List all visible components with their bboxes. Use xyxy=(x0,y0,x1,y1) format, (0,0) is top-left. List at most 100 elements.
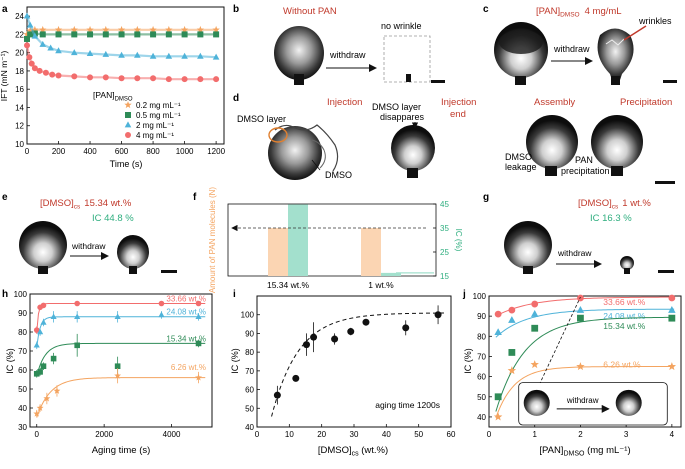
series-line xyxy=(26,28,217,36)
assembly-drop-image xyxy=(526,115,578,176)
series-star xyxy=(23,25,220,38)
y-axis-label: IC (%) xyxy=(230,348,240,374)
scale-bar xyxy=(663,80,677,83)
y-tick-label: 40 xyxy=(245,423,254,432)
data-point xyxy=(33,327,40,333)
y-tick-label: 90 xyxy=(245,329,254,338)
panel-letter: h xyxy=(2,289,8,300)
x-axis-label: Aging time (s) xyxy=(92,445,151,456)
data-point xyxy=(667,362,677,371)
data-point xyxy=(302,341,310,349)
panel-f: f 15.34 wt.% 1 wt.% 15 25 35 45 Amount of PAN … xyxy=(193,187,463,293)
precipitation-drop-image xyxy=(591,115,643,176)
legend-label: 0.2 mg mL⁻¹ xyxy=(136,101,181,110)
injection-drop-image xyxy=(268,124,339,180)
legend-label: 0.5 mg mL⁻¹ xyxy=(136,111,181,120)
fit-curve xyxy=(36,377,206,418)
y-tick-label: 40 xyxy=(18,404,27,413)
data-point xyxy=(531,324,539,332)
y-tick-label: 12 xyxy=(15,122,24,131)
series-line xyxy=(26,32,217,40)
stage-label: Assembly xyxy=(534,97,575,108)
x-tick-label: 2 xyxy=(578,430,583,439)
data-point xyxy=(40,319,47,325)
series-square: 15.34 wt.% xyxy=(494,314,676,412)
data-point xyxy=(577,294,584,302)
fit-curve xyxy=(271,312,445,417)
inset: withdraw xyxy=(518,382,668,426)
fit-curve xyxy=(495,296,675,317)
data-point xyxy=(37,328,44,335)
y-axis-label-left: Amount of PAN molecules (N) xyxy=(208,187,217,293)
data-point xyxy=(195,373,202,381)
label: precipitation xyxy=(561,166,610,176)
data-point xyxy=(40,302,47,309)
data-point xyxy=(50,313,57,320)
series-circle xyxy=(24,42,220,83)
data-point xyxy=(213,31,220,38)
series-label: 15.34 wt.% xyxy=(603,321,645,331)
x-tick-label: 1200 xyxy=(207,147,225,156)
panel-i: i 0 10 20 30 40 50 60 40 50 60 70 80 90 100 IC (%) [DMS… xyxy=(230,289,456,458)
inset-label: withdraw xyxy=(566,396,599,405)
data-point xyxy=(114,313,121,320)
label: DMSO layer xyxy=(372,102,421,112)
y-axis-label: IFT (mN m⁻¹) xyxy=(0,51,9,102)
fit-curve xyxy=(495,366,675,418)
series-square: 15.34 wt.% xyxy=(33,333,206,378)
panel-c-title: [PAN]DMSO 4 mg/mL xyxy=(536,6,622,19)
label: DMSO xyxy=(325,170,352,180)
series-star: 6.26 wt.% xyxy=(493,360,677,421)
bar-ic xyxy=(288,204,308,276)
fit-curve xyxy=(36,303,206,333)
panel-letter: b xyxy=(233,4,239,15)
pointer-line xyxy=(623,25,647,41)
axes-frame xyxy=(227,203,437,277)
x-tick-label: 400 xyxy=(83,147,97,156)
panel-j: j 0 1 2 3 4 40 50 60 70 80 90 100 IC (%) [PAN]DMSO (m… xyxy=(462,289,682,458)
y-tick-label: 45 xyxy=(440,200,449,209)
panel-letter: f xyxy=(193,192,197,203)
y-tick-label: 14 xyxy=(15,103,24,112)
y-tick-label: 80 xyxy=(477,332,486,341)
label: DMSO layer xyxy=(237,114,286,124)
x-tick-label: 200 xyxy=(52,147,66,156)
data-point xyxy=(531,300,539,308)
note-label: wrinkles xyxy=(638,16,672,26)
data-point xyxy=(158,300,165,307)
x-tick-label: 0 xyxy=(25,147,30,156)
y-tick-label: 50 xyxy=(477,393,486,402)
legend-marker xyxy=(124,101,132,109)
y-tick-label: 80 xyxy=(245,348,254,357)
x-tick-label: 0 xyxy=(255,430,260,439)
y-tick-label: 100 xyxy=(14,290,28,299)
series-label: 6.26 wt.% xyxy=(171,363,206,372)
data-point xyxy=(37,369,43,375)
bar-pan-amount xyxy=(268,228,288,276)
x-tick-label: 20 xyxy=(317,430,326,439)
injection-end-drop-image xyxy=(391,125,435,178)
data-point xyxy=(36,404,44,411)
panel-h: h 0 2000 4000 30 40 50 60 70 80 90 100 IC (%) Aging … xyxy=(2,289,213,456)
data-point xyxy=(114,372,122,379)
data-point xyxy=(114,363,121,369)
y-tick-label: 20 xyxy=(15,49,24,58)
data-point xyxy=(530,310,539,317)
chart-i: 0 10 20 30 40 50 60 40 50 60 70 80 90 100 IC (%) [DMSO]… xyxy=(230,295,456,458)
data-point xyxy=(33,371,40,377)
label: leakage xyxy=(505,162,537,172)
x-tick-label: 1 xyxy=(532,430,537,439)
panel-d: d Injection Injection end Assembly Preci… xyxy=(233,93,675,184)
data-point xyxy=(43,394,51,402)
x-tick-label: 600 xyxy=(115,147,129,156)
y-tick-label: 60 xyxy=(245,386,254,395)
data-point xyxy=(494,393,502,401)
x-tick-label: 800 xyxy=(146,147,160,156)
data-point xyxy=(362,318,370,326)
x-tick-label: 40 xyxy=(382,430,391,439)
panel-b-title: Without PAN xyxy=(283,6,337,17)
y-tick-label: 100 xyxy=(473,292,487,301)
axes-frame xyxy=(488,295,682,428)
x-tick-label: 2000 xyxy=(95,430,113,439)
legend-label: 2 mg mL⁻¹ xyxy=(136,121,174,130)
